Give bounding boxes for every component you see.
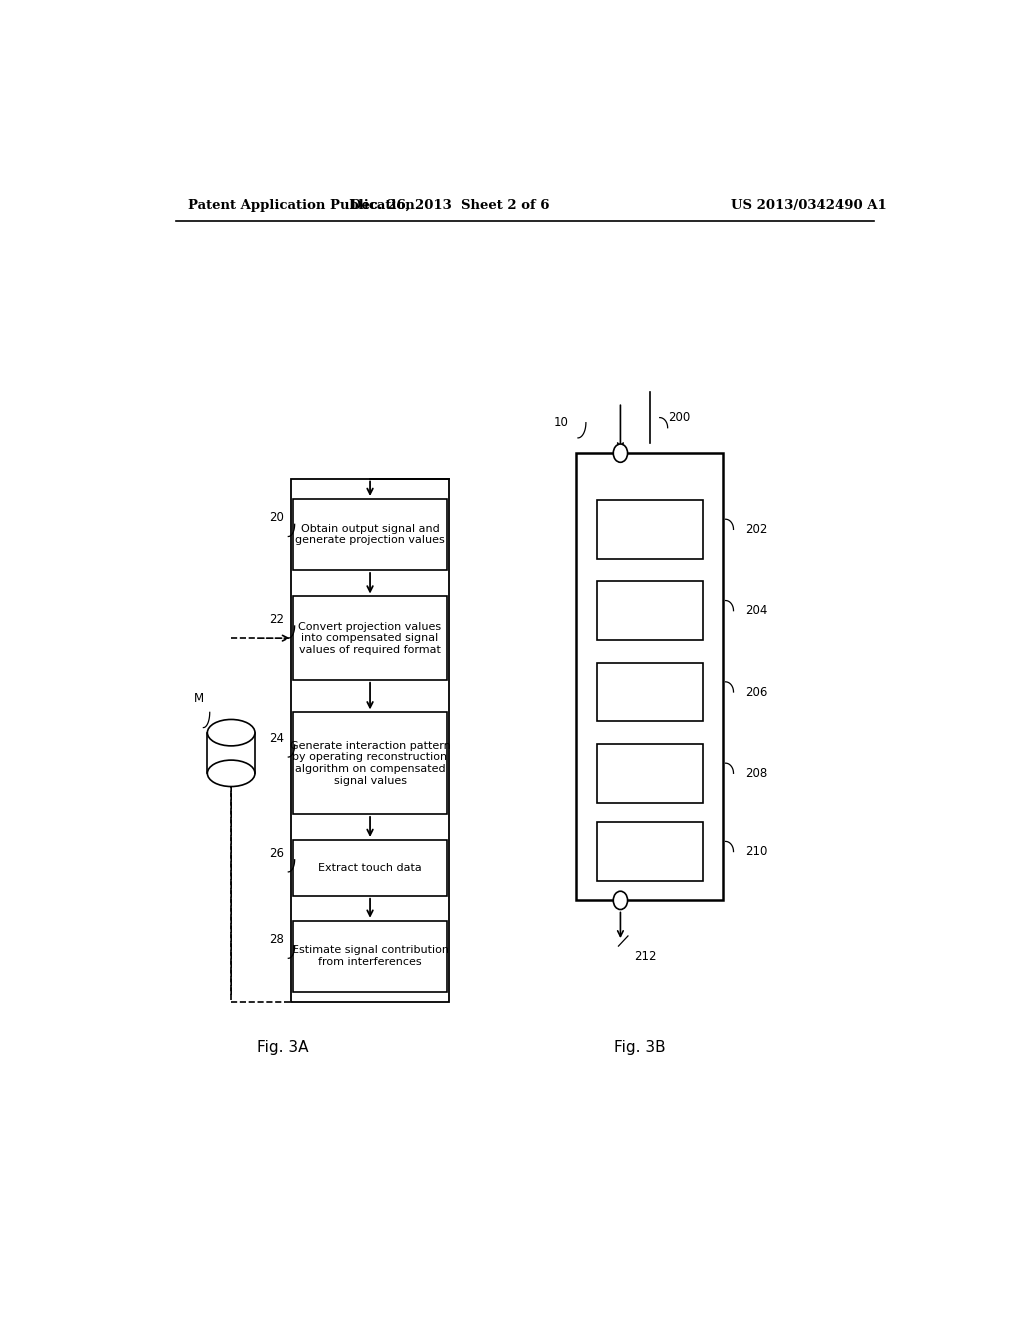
Text: Obtain output signal and
generate projection values: Obtain output signal and generate projec… bbox=[295, 524, 444, 545]
FancyBboxPatch shape bbox=[293, 921, 447, 991]
Text: 24: 24 bbox=[269, 731, 285, 744]
FancyBboxPatch shape bbox=[293, 597, 447, 680]
Text: Patent Application Publication: Patent Application Publication bbox=[187, 198, 415, 211]
FancyBboxPatch shape bbox=[597, 663, 702, 722]
Ellipse shape bbox=[207, 719, 255, 746]
Text: 208: 208 bbox=[744, 767, 767, 780]
Text: 28: 28 bbox=[269, 933, 285, 946]
FancyBboxPatch shape bbox=[577, 453, 723, 900]
Text: 210: 210 bbox=[744, 845, 767, 858]
Circle shape bbox=[613, 444, 628, 462]
Text: Extract touch data: Extract touch data bbox=[318, 863, 422, 873]
FancyBboxPatch shape bbox=[293, 499, 447, 570]
Text: 22: 22 bbox=[269, 612, 285, 626]
Ellipse shape bbox=[207, 760, 255, 787]
Text: Fig. 3A: Fig. 3A bbox=[257, 1040, 308, 1055]
FancyBboxPatch shape bbox=[293, 840, 447, 896]
Text: 20: 20 bbox=[269, 511, 285, 524]
Circle shape bbox=[613, 891, 628, 909]
FancyBboxPatch shape bbox=[293, 713, 447, 814]
Text: 202: 202 bbox=[744, 523, 767, 536]
Text: 200: 200 bbox=[668, 411, 690, 424]
FancyBboxPatch shape bbox=[597, 744, 702, 803]
Text: 26: 26 bbox=[269, 846, 285, 859]
FancyBboxPatch shape bbox=[597, 822, 702, 880]
Text: 212: 212 bbox=[634, 950, 656, 962]
Bar bbox=[207, 733, 255, 774]
FancyBboxPatch shape bbox=[597, 500, 702, 558]
Text: M: M bbox=[195, 692, 205, 705]
Text: 10: 10 bbox=[554, 416, 568, 429]
FancyBboxPatch shape bbox=[597, 581, 702, 640]
Text: Convert projection values
into compensated signal
values of required format: Convert projection values into compensat… bbox=[298, 622, 441, 655]
Text: 204: 204 bbox=[744, 605, 767, 618]
Text: 206: 206 bbox=[744, 685, 767, 698]
Text: Fig. 3B: Fig. 3B bbox=[614, 1040, 666, 1055]
Text: Estimate signal contribution
from interferences: Estimate signal contribution from interf… bbox=[292, 945, 449, 968]
Text: US 2013/0342490 A1: US 2013/0342490 A1 bbox=[731, 198, 887, 211]
Text: Generate interaction pattern
by operating reconstruction
algorithm on compensate: Generate interaction pattern by operatin… bbox=[290, 741, 451, 785]
Text: Dec. 26, 2013  Sheet 2 of 6: Dec. 26, 2013 Sheet 2 of 6 bbox=[349, 198, 549, 211]
